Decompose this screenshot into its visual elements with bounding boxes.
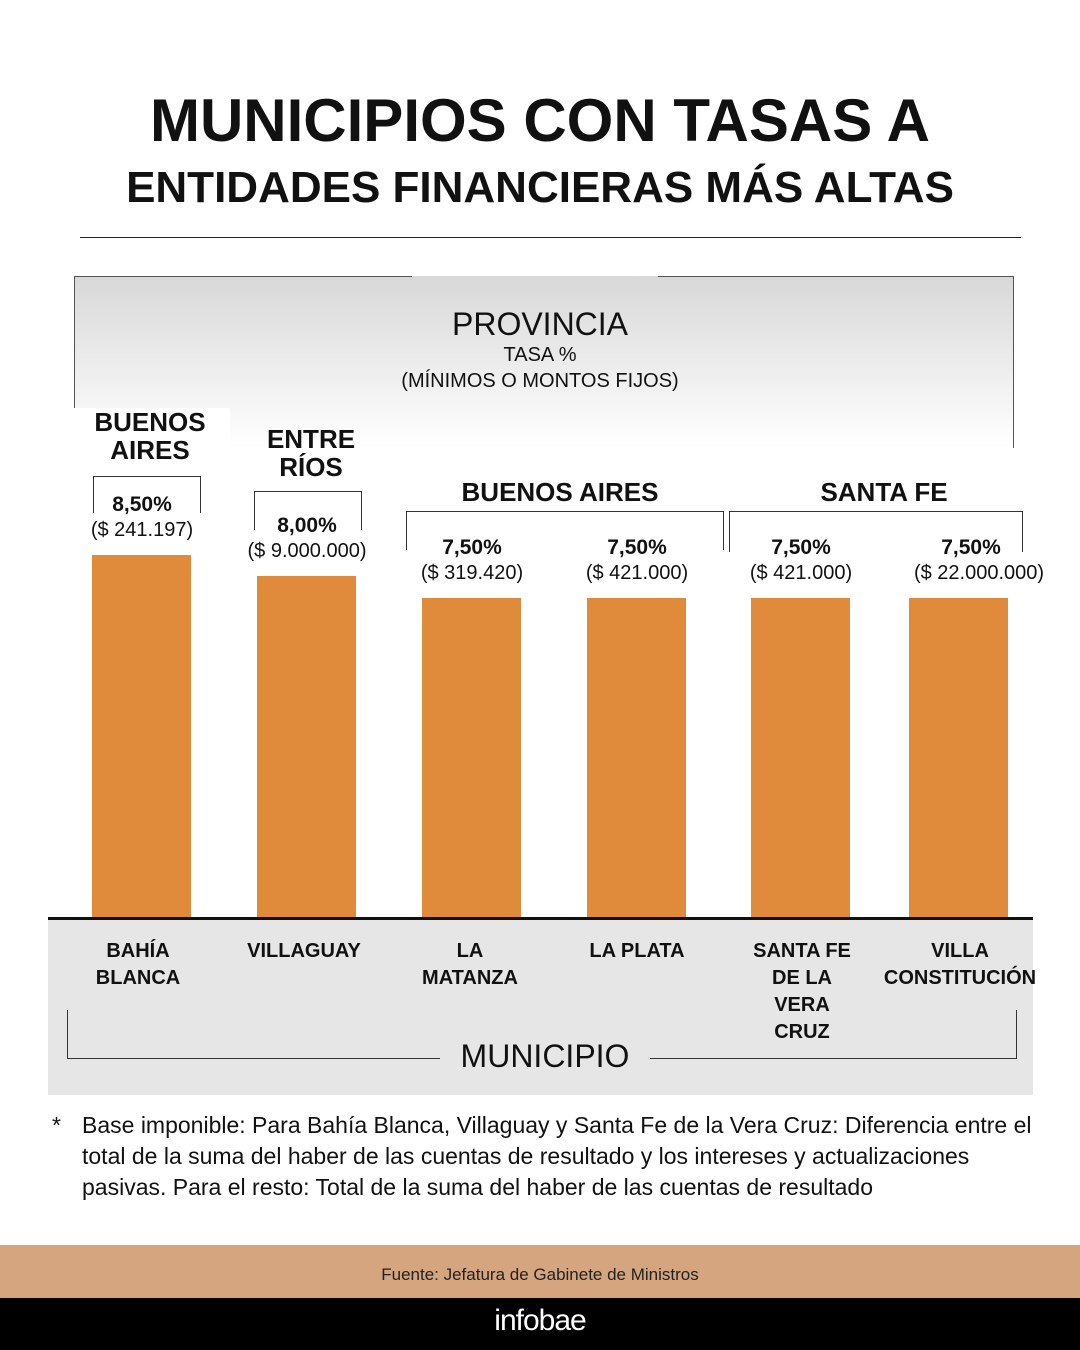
value-label: 7,50% <box>607 535 667 559</box>
group-bracket <box>93 476 201 513</box>
bar-4 <box>751 597 850 917</box>
amount-label: ($ 9.000.000) <box>247 540 367 563</box>
category-label: VILLA CONSTITUCIÓN <box>883 940 1037 989</box>
title-line-2: ENTIDADES FINANCIERAS MÁS ALTAS <box>126 163 954 212</box>
bar-5 <box>909 597 1008 917</box>
group-buenos-aires-1: BUENOS AIRES <box>70 408 230 464</box>
provincia-top-line <box>658 276 1013 277</box>
bar-1 <box>257 576 356 917</box>
bar-2 <box>422 597 521 917</box>
group-bracket <box>729 511 1023 552</box>
x-label: MUNICIPIO <box>440 1038 650 1075</box>
provincia-top-line <box>74 276 412 277</box>
amount-label: ($ 421.000) <box>585 561 689 584</box>
provincia-panel <box>74 276 1014 448</box>
group-buenos-aires-2: BUENOS AIRES <box>461 477 659 507</box>
group-bracket <box>254 491 362 530</box>
category-label: LA PLATA <box>589 940 685 962</box>
group-bracket <box>406 511 724 550</box>
value-label: 7,50% <box>771 535 831 559</box>
group-entre-rios: ENTRE RÍOS <box>266 424 356 482</box>
x-axis-baseline <box>48 917 1033 920</box>
footnote-text: Base imponible: Para Bahía Blanca, Villa… <box>82 1112 1032 1200</box>
category-label: LA MATANZA <box>422 940 518 989</box>
value-label: 7,50% <box>442 535 502 559</box>
category-label: SANTA FE DE LA VERA CRUZ <box>753 940 851 1043</box>
provincia-label: PROVINCIA <box>451 306 629 342</box>
amount-label: ($ 22.000.000) <box>913 561 1045 584</box>
y-label: TASA % <box>503 344 577 366</box>
amount-label: ($ 421.000) <box>749 561 853 584</box>
amount-label: ($ 241.197) <box>90 518 194 541</box>
divider <box>80 237 1021 238</box>
y-label-sub: (MÍNIMOS O MONTOS FIJOS) <box>401 370 679 392</box>
footnote-marker: * <box>52 1112 61 1138</box>
source: Fuente: Jefatura de Gabinete de Ministro… <box>0 1245 1080 1298</box>
value-label: 8,00% <box>277 514 337 538</box>
value-label: 7,50% <box>941 535 1001 559</box>
bar-3 <box>587 597 686 917</box>
title-line-1: MUNICIPIOS CON TASAS A <box>149 87 931 154</box>
group-santa-fe: SANTA FE <box>820 477 948 507</box>
category-label: VILLAGUAY <box>247 940 361 962</box>
brand-logo: infobae <box>0 1298 1080 1350</box>
value-label: 8,50% <box>112 492 172 516</box>
bar-0 <box>92 554 191 917</box>
category-label: BAHÍA BLANCA <box>95 940 181 989</box>
amount-label: ($ 319.420) <box>420 561 524 584</box>
